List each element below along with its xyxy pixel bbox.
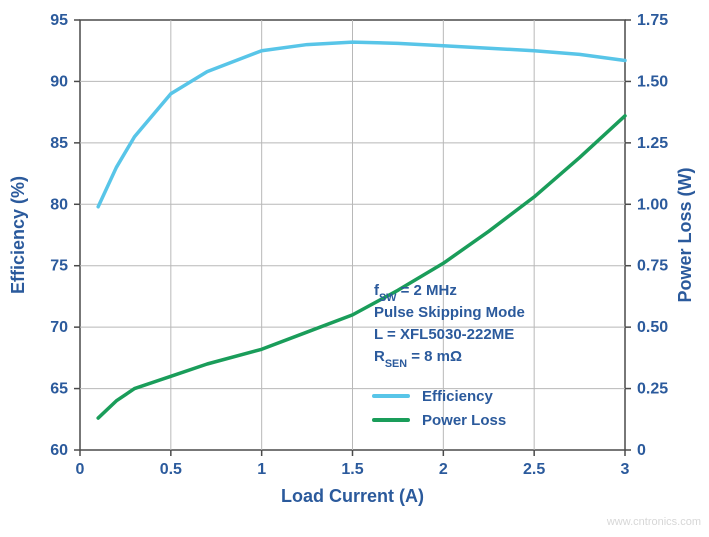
svg-text:60: 60 xyxy=(50,442,68,459)
svg-text:0: 0 xyxy=(637,442,646,459)
svg-text:Power Loss: Power Loss xyxy=(422,412,506,429)
svg-text:80: 80 xyxy=(50,196,68,213)
svg-text:2.5: 2.5 xyxy=(523,461,545,478)
svg-text:Power Loss (W): Power Loss (W) xyxy=(675,167,695,302)
svg-text:65: 65 xyxy=(50,381,68,398)
svg-text:0.50: 0.50 xyxy=(637,319,668,336)
svg-text:0.5: 0.5 xyxy=(160,461,182,478)
svg-text:90: 90 xyxy=(50,73,68,90)
svg-text:0.25: 0.25 xyxy=(637,381,668,398)
svg-text:Load Current (A): Load Current (A) xyxy=(281,486,424,506)
svg-text:0: 0 xyxy=(76,461,85,478)
svg-text:Efficiency: Efficiency xyxy=(422,388,494,405)
efficiency-powerloss-chart: 0 0.5 1 1.5 2 2.5 3 60 65 70 75 80 85 90 95 0 0.25 0.50 0.… xyxy=(0,0,709,532)
svg-text:95: 95 xyxy=(50,12,68,29)
svg-text:1.25: 1.25 xyxy=(637,135,668,152)
svg-text:1.50: 1.50 xyxy=(637,73,668,90)
svg-text:0.75: 0.75 xyxy=(637,258,668,275)
svg-text:85: 85 xyxy=(50,135,68,152)
svg-text:1.00: 1.00 xyxy=(637,196,668,213)
svg-text:75: 75 xyxy=(50,258,68,275)
svg-text:2: 2 xyxy=(439,461,448,478)
svg-text:3: 3 xyxy=(621,461,630,478)
svg-text:1.75: 1.75 xyxy=(637,12,668,29)
watermark: www.cntronics.com xyxy=(607,516,701,528)
svg-text:Efficiency (%): Efficiency (%) xyxy=(8,176,28,294)
chart-container: 0 0.5 1 1.5 2 2.5 3 60 65 70 75 80 85 90 95 0 0.25 0.50 0.… xyxy=(0,0,709,532)
svg-text:1.5: 1.5 xyxy=(341,461,363,478)
svg-text:L = XFL5030-222ME: L = XFL5030-222ME xyxy=(374,326,514,343)
svg-text:Pulse Skipping Mode: Pulse Skipping Mode xyxy=(374,304,525,321)
svg-text:70: 70 xyxy=(50,319,68,336)
svg-text:1: 1 xyxy=(257,461,266,478)
